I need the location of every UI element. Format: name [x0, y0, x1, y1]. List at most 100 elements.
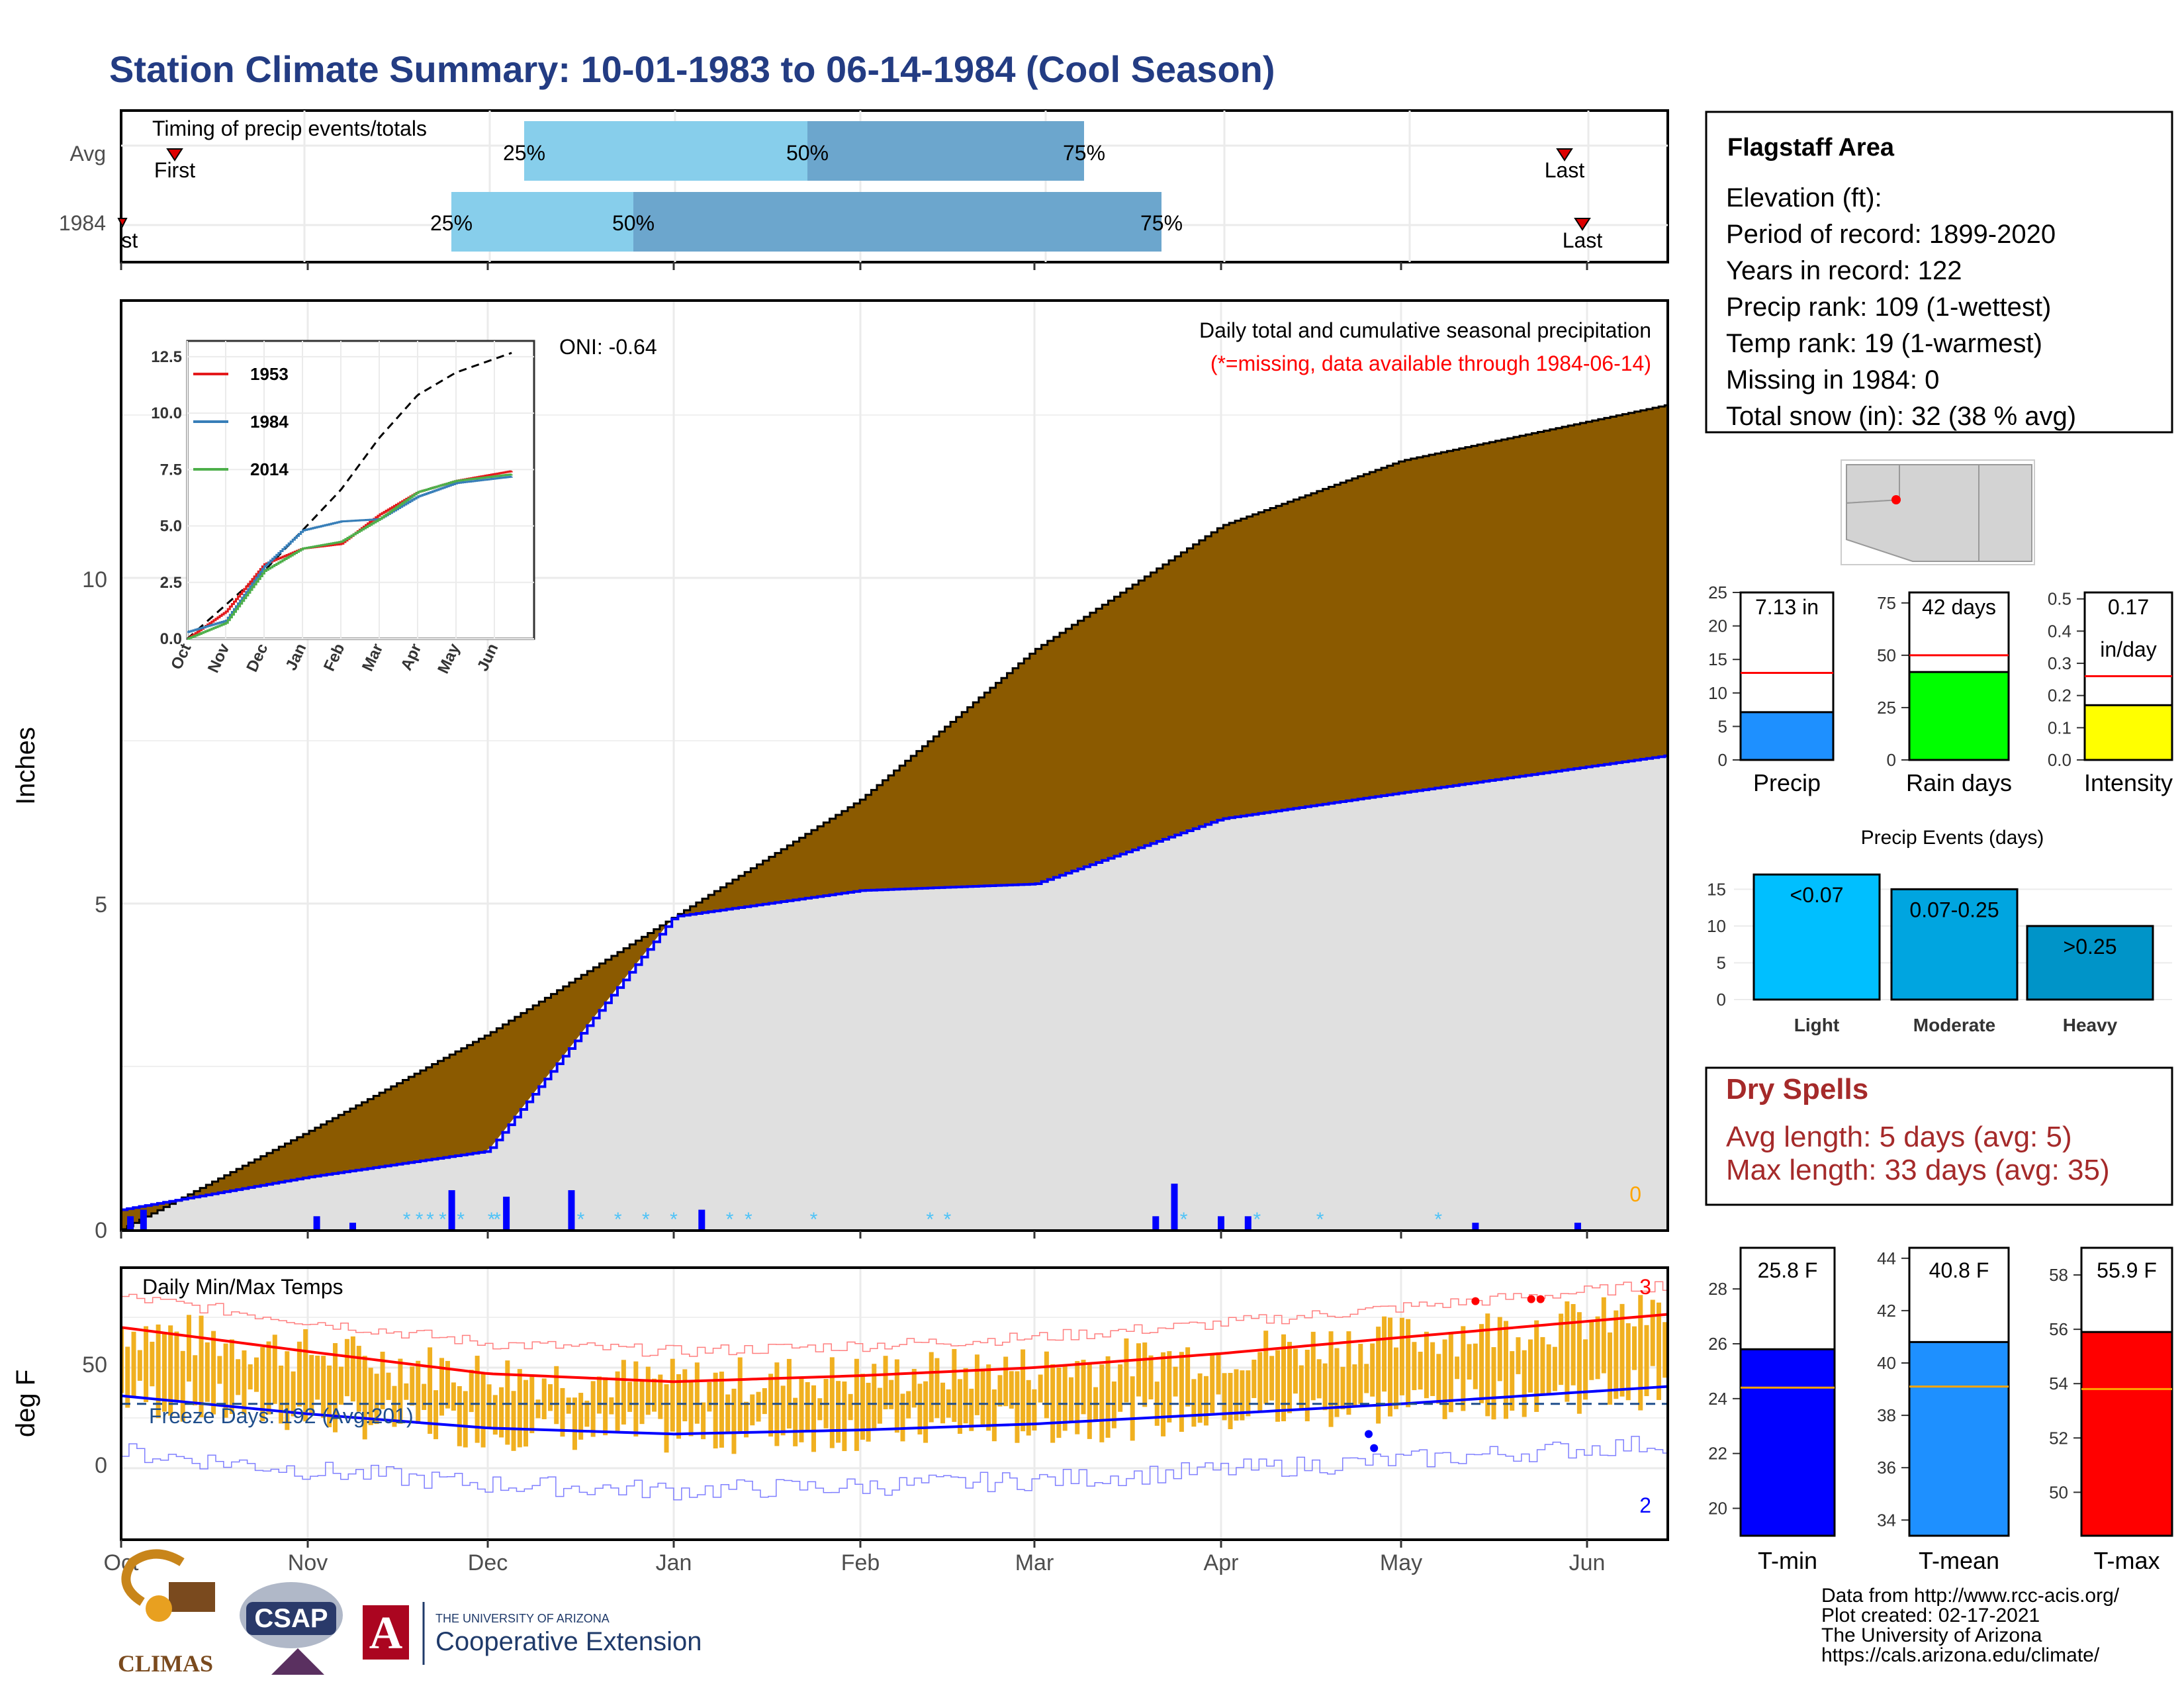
daily-temp-bar: [1399, 1317, 1404, 1395]
daily-temp-bar: [1056, 1367, 1062, 1438]
daily-temp-bar: [380, 1351, 385, 1409]
avg-first-label: First: [154, 158, 195, 182]
daily-temp-bar: [404, 1383, 409, 1400]
daily-temp-bar: [1234, 1369, 1239, 1421]
dry-spells-box: Dry Spells Avg length: 5 days (avg: 5) M…: [1705, 1066, 2173, 1206]
events-bar: [1890, 888, 2019, 1001]
daily-temp-bar: [1644, 1325, 1649, 1397]
daily-temp-bar: [1619, 1303, 1625, 1397]
daily-temp-bar: [392, 1385, 397, 1427]
daily-temp-bar: [362, 1356, 367, 1440]
bar3-tick: 20: [1708, 616, 1727, 636]
daily-temp-bar: [713, 1372, 718, 1449]
dry-avg: Avg length: 5 days (avg: 5): [1726, 1121, 2072, 1153]
yr-first-marker: [117, 218, 128, 228]
record-min-line: [122, 1436, 1666, 1501]
daily-precip-bar: [1218, 1216, 1224, 1229]
daily-temp-bar: [1032, 1389, 1037, 1431]
daily-precip-bar: [1171, 1184, 1178, 1229]
footer-line-2: Plot created: 02-17-2021: [1821, 1605, 2040, 1626]
daily-temp-bar: [1601, 1297, 1606, 1374]
snow-marker: *: [426, 1209, 434, 1231]
daily-temp-bar: [664, 1384, 669, 1453]
bar3-tick: 15: [1708, 649, 1727, 669]
daily-temp-bar: [762, 1388, 767, 1415]
daily-temp-bar: [1376, 1327, 1381, 1424]
daily-temp-bar: [645, 1366, 651, 1415]
inset-ytick: 2.5: [160, 574, 182, 592]
temp3-bar: [2080, 1331, 2173, 1537]
snow-marker: *: [493, 1209, 501, 1231]
daily-temp-bar: [1161, 1352, 1166, 1436]
record-low-marker: [1365, 1430, 1373, 1438]
daily-temp-bar: [1662, 1322, 1666, 1378]
daily-temp-bar: [1442, 1339, 1447, 1419]
daily-temp-bar: [1632, 1326, 1637, 1370]
daily-temp-bar: [499, 1387, 504, 1438]
inset-ytick: 12.5: [151, 348, 182, 366]
daily-temp-bar: [1393, 1347, 1398, 1409]
daily-temp-bar: [1485, 1313, 1490, 1417]
daily-temp-bar: [451, 1382, 456, 1411]
daily-temp-bar: [639, 1380, 645, 1425]
inset-ytick: 10.0: [151, 404, 182, 422]
daily-precip-bar: [1244, 1216, 1251, 1229]
daily-temp-bar: [980, 1368, 985, 1425]
temp-title: Daily Min/Max Temps: [142, 1275, 343, 1299]
daily-temp-bar: [829, 1357, 835, 1448]
daily-temp-bar: [1510, 1351, 1515, 1411]
yr-50-75-bar: [633, 192, 1161, 252]
svg-text:A: A: [369, 1608, 403, 1659]
daily-temp-bar: [889, 1380, 894, 1409]
snow-marker: *: [926, 1209, 934, 1231]
daily-temp-bar: [1197, 1373, 1203, 1423]
daily-temp-bar: [872, 1364, 877, 1430]
daily-temp-bar: [1293, 1348, 1298, 1394]
daily-temp-bar: [433, 1390, 439, 1440]
temp3-tick: 44: [1877, 1248, 1896, 1268]
precip-zero-count: 0: [1629, 1182, 1641, 1206]
daily-temp-bar: [236, 1359, 241, 1395]
daily-temp-bar: [161, 1333, 167, 1412]
info-line: Missing in 1984: 0: [1726, 365, 1939, 395]
temp3-tick: 52: [2049, 1428, 2068, 1448]
daily-temp-bar: [719, 1372, 724, 1448]
daily-temp-bar: [205, 1342, 210, 1402]
month-label: Mar: [1015, 1550, 1054, 1575]
daily-temp-bar: [199, 1315, 204, 1418]
daily-temp-bar: [1281, 1334, 1287, 1422]
daily-temp-bar: [386, 1372, 391, 1400]
events-cat: Light: [1794, 1015, 1839, 1035]
inset-legend-label: 2014: [250, 459, 289, 479]
avg-p50: 50%: [786, 141, 829, 165]
daily-temp-bar: [1503, 1321, 1508, 1419]
daily-temp-bar: [445, 1360, 450, 1409]
daily-temp-bar: [1130, 1376, 1135, 1441]
daily-temp-bar: [1316, 1359, 1322, 1399]
daily-temp-bar: [1142, 1342, 1148, 1407]
daily-temp-bar: [682, 1369, 688, 1422]
timing-panel: Timing of precip events/totals Avg 1984 …: [59, 109, 1669, 263]
snow-marker: *: [1316, 1209, 1324, 1231]
daily-temp-bar: [1021, 1349, 1026, 1432]
temp3-value: 55.9 F: [2097, 1258, 2157, 1282]
daily-precip-bar: [503, 1196, 510, 1229]
temp3-label: T-max: [2093, 1547, 2160, 1574]
bar3-value: 7.13 in: [1755, 595, 1819, 619]
events-bar: [1752, 873, 1881, 1001]
daily-temp-bar: [1650, 1299, 1655, 1366]
daily-temp-bar: [547, 1384, 553, 1411]
temp3-tick: 38: [1877, 1405, 1896, 1425]
daily-temp-bar: [253, 1357, 259, 1392]
daily-temp-bar: [1364, 1364, 1369, 1393]
daily-temp-bar: [315, 1355, 320, 1400]
daily-temp-bar: [627, 1382, 633, 1412]
daily-temp-bar: [799, 1378, 804, 1442]
daily-temp-bar: [744, 1401, 749, 1438]
freeze-days: Freeze Days: 192 (Avg:201): [149, 1404, 414, 1428]
events-tick: 15: [1707, 879, 1726, 899]
daily-temp-bar: [1461, 1326, 1466, 1411]
daily-precip-bar: [140, 1209, 147, 1229]
daily-temp-bar: [1136, 1343, 1141, 1397]
